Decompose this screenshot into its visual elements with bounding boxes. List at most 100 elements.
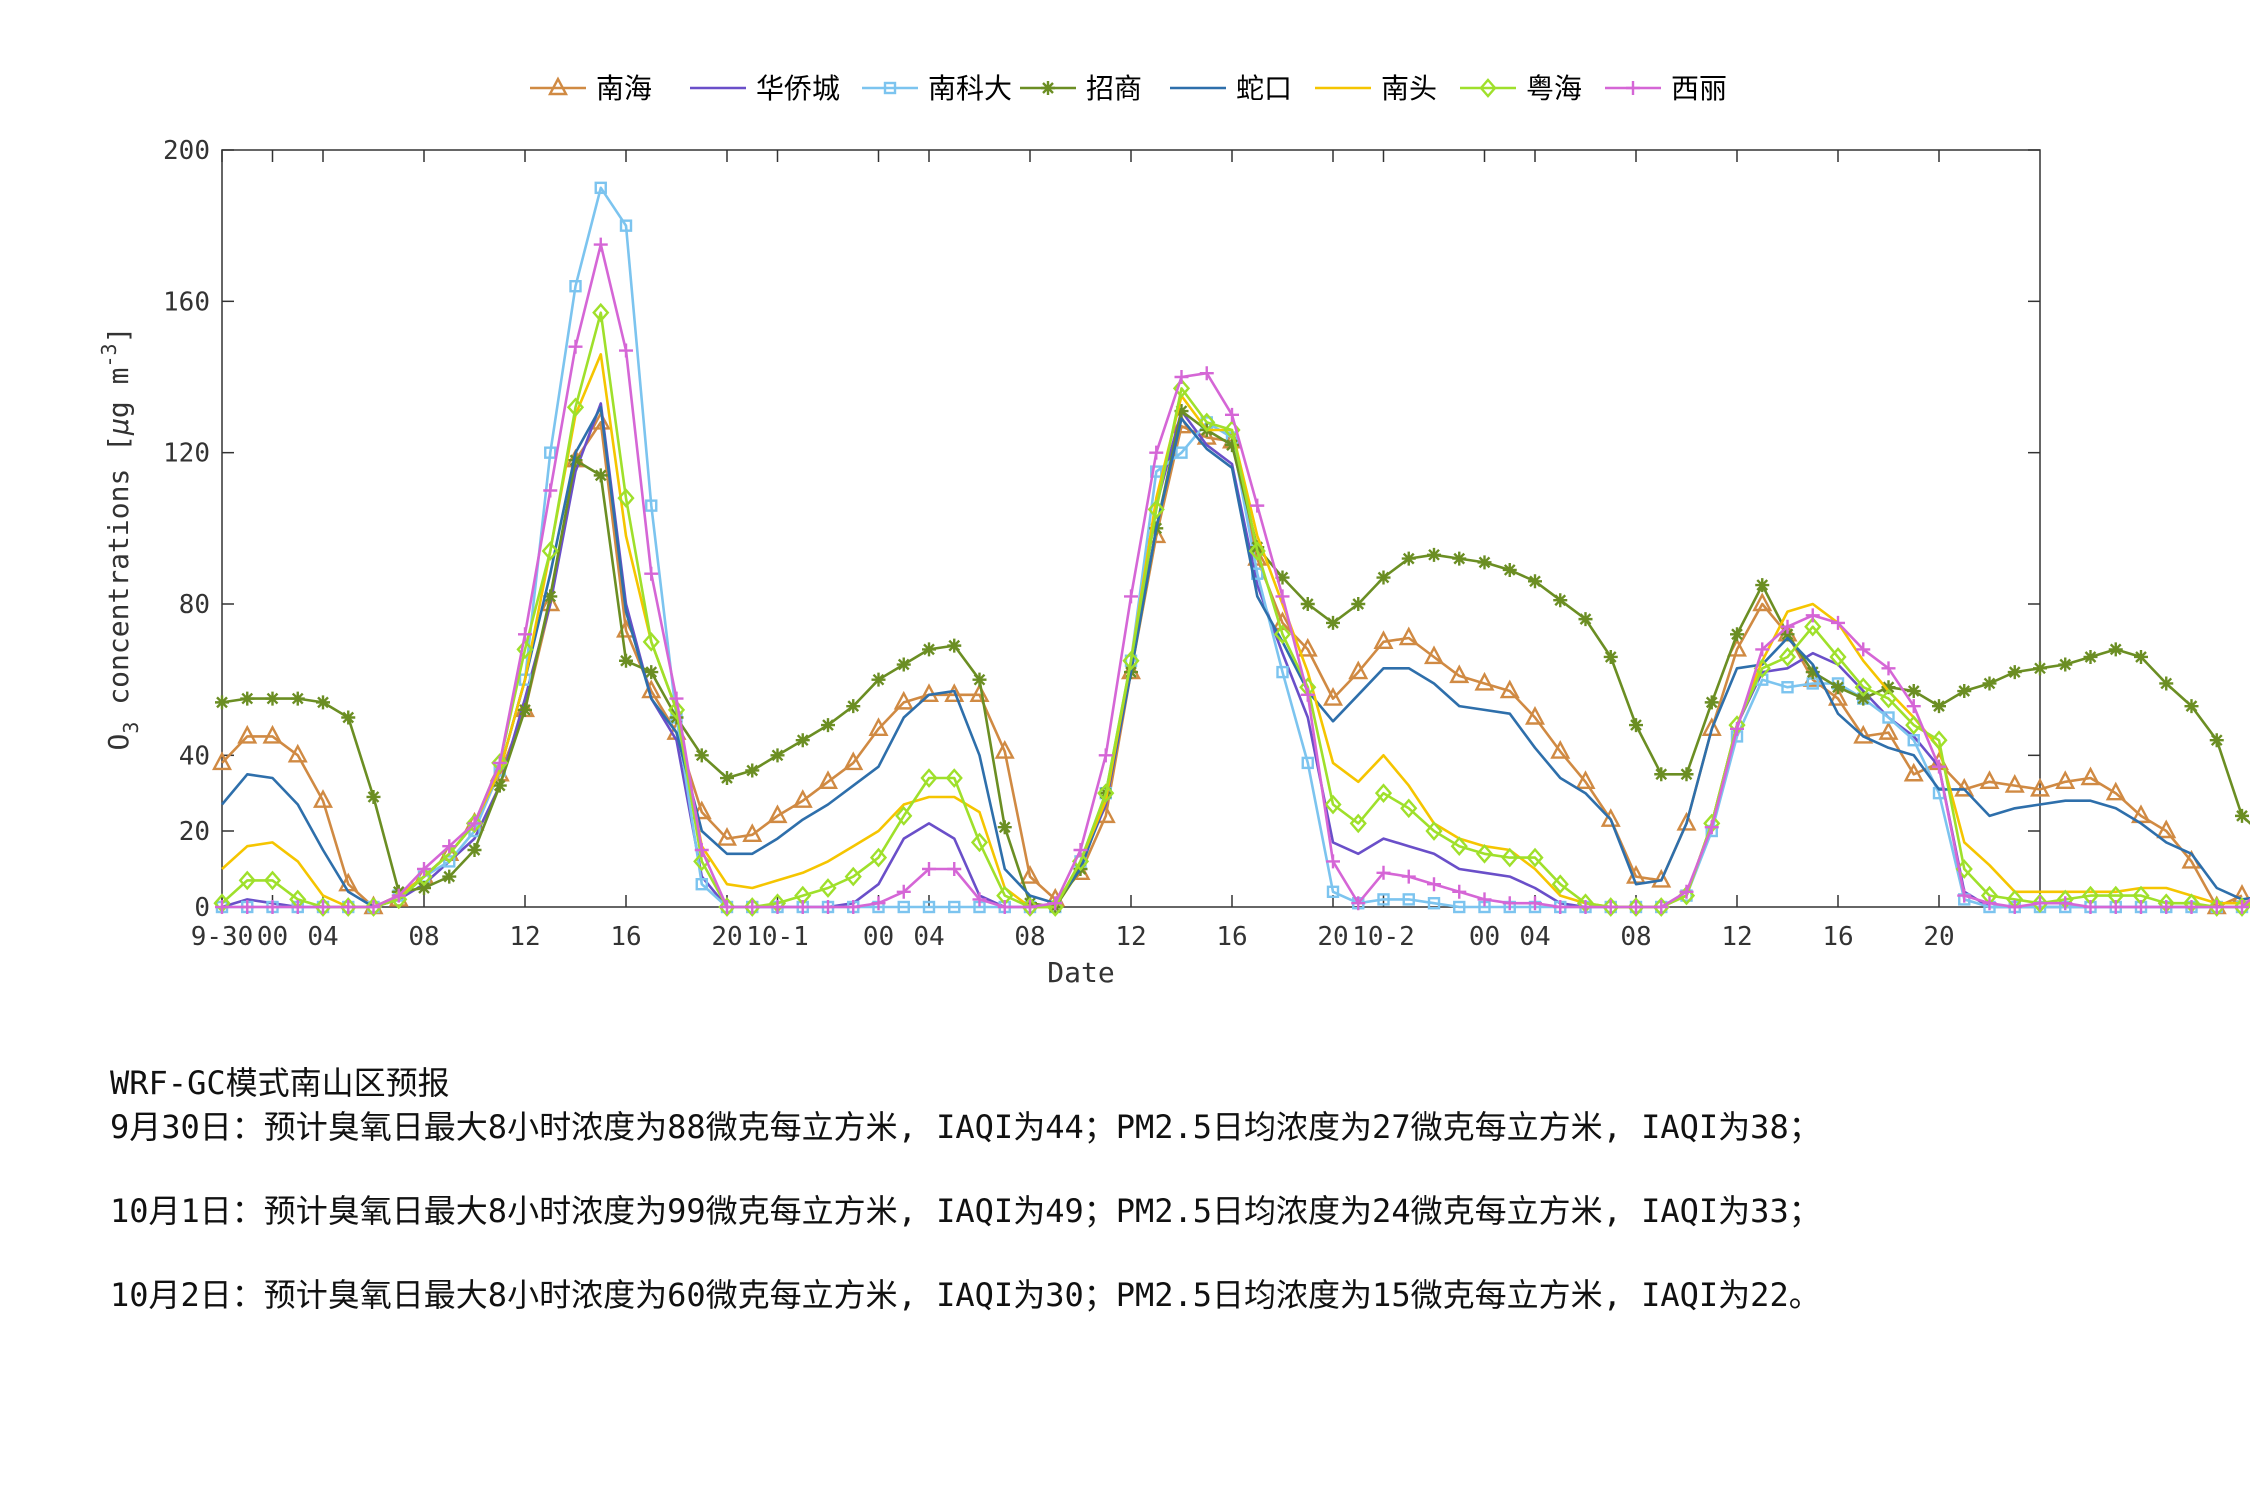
data-point <box>1805 665 1820 680</box>
data-point <box>2235 808 2249 823</box>
data-point <box>1501 847 1519 868</box>
legend-label: 南科大 <box>928 72 1012 105</box>
data-point <box>1323 687 1343 706</box>
data-point <box>1175 446 1188 459</box>
data-point <box>1932 759 1946 774</box>
data-point <box>1853 724 1874 744</box>
legend-marker <box>1479 78 1497 98</box>
data-point <box>1780 627 1795 642</box>
legend-item-6: 南头 <box>1315 72 1437 105</box>
data-point <box>1600 808 1621 827</box>
data-point <box>1578 900 1593 914</box>
data-point <box>1174 404 1189 419</box>
series-line <box>221 311 2250 909</box>
data-point <box>2033 661 2047 676</box>
y-axis-label: O3 concentrations [μg m-3] <box>97 327 143 751</box>
data-point <box>237 724 258 744</box>
data-point <box>896 657 911 672</box>
data-point <box>1098 748 1113 763</box>
x-tick-label: 12 <box>1115 922 1146 952</box>
data-point <box>868 717 889 737</box>
data-point <box>1023 900 1037 914</box>
y-tick-label: 160 <box>163 287 210 317</box>
data-point <box>1048 896 1063 911</box>
data-point <box>1878 721 1899 740</box>
data-point <box>518 702 532 717</box>
data-point <box>1982 676 1997 691</box>
data-point <box>743 897 761 917</box>
data-point <box>593 237 608 252</box>
data-point <box>1020 865 1040 884</box>
data-point <box>1701 717 1722 737</box>
legend-label: 南海 <box>596 72 652 105</box>
legend-item-4: 招商 <box>1020 72 1142 105</box>
data-point <box>1273 624 1292 645</box>
y-label-sub: 3 <box>119 722 143 734</box>
data-point <box>1301 756 1314 770</box>
data-point <box>1651 868 1672 888</box>
data-point <box>2108 642 2123 657</box>
data-point <box>1376 865 1391 880</box>
data-point <box>846 699 861 714</box>
legend-item-8: 西丽 <box>1605 72 1727 105</box>
data-point <box>2156 819 2177 839</box>
data-point <box>844 866 862 887</box>
forecast-line-oct2: 10月2日：预计臭氧日最大8小时浓度为60微克每立方米, IAQI为30；PM2… <box>110 1276 1821 1314</box>
data-point <box>920 768 938 788</box>
data-point <box>1373 630 1394 650</box>
data-point <box>2007 900 2022 914</box>
data-point <box>1979 770 2000 790</box>
data-point <box>1225 438 1239 453</box>
series-2 <box>221 402 2250 909</box>
x-tick-label: 00 <box>257 922 288 952</box>
data-point <box>1297 637 1318 657</box>
data-point <box>717 827 737 846</box>
data-point <box>1324 794 1342 815</box>
data-point <box>341 900 356 914</box>
data-point <box>263 870 282 891</box>
data-point <box>240 900 255 914</box>
data-point <box>2033 896 2047 911</box>
data-point <box>1275 570 1290 585</box>
data-point <box>1528 574 1542 589</box>
legend-item-3: 南科大 <box>862 72 1012 105</box>
data-point <box>2208 897 2226 917</box>
data-point <box>1349 813 1367 834</box>
y-label-rest: concentrations [ <box>102 435 135 722</box>
y-label-unit: g m <box>102 368 135 419</box>
series-8 <box>215 237 2250 914</box>
forecast-heading: WRF-GC模式南山区预报 <box>110 1064 450 1102</box>
data-point <box>1954 777 1975 797</box>
x-axis-label: Date <box>1047 956 1114 989</box>
data-point <box>745 900 760 914</box>
data-point <box>1502 896 1517 911</box>
data-point <box>644 566 659 581</box>
data-point <box>2004 774 2025 793</box>
data-point <box>1551 874 1569 895</box>
data-point <box>1881 680 1896 695</box>
data-point <box>2083 649 2098 664</box>
data-point <box>262 724 283 744</box>
data-point <box>443 855 456 868</box>
series-line <box>222 243 2250 909</box>
data-point <box>1525 705 1545 725</box>
legend-label: 粤海 <box>1526 72 1582 105</box>
data-point <box>2055 770 2076 790</box>
data-point <box>2209 900 2224 914</box>
data-point <box>1932 699 1946 714</box>
series-5 <box>221 405 2250 909</box>
data-point <box>518 627 532 642</box>
data-point <box>1300 597 1315 611</box>
data-point <box>994 739 1015 759</box>
data-point <box>1730 721 1744 736</box>
data-point <box>543 589 558 604</box>
data-point <box>1453 900 1466 914</box>
data-point <box>645 499 658 512</box>
y-label-sup: -3 <box>97 343 121 367</box>
data-point <box>1400 798 1418 819</box>
data-point <box>969 683 990 702</box>
data-point <box>1578 612 1593 627</box>
data-point <box>467 843 482 857</box>
data-point <box>265 691 280 706</box>
data-point <box>1326 885 1340 898</box>
